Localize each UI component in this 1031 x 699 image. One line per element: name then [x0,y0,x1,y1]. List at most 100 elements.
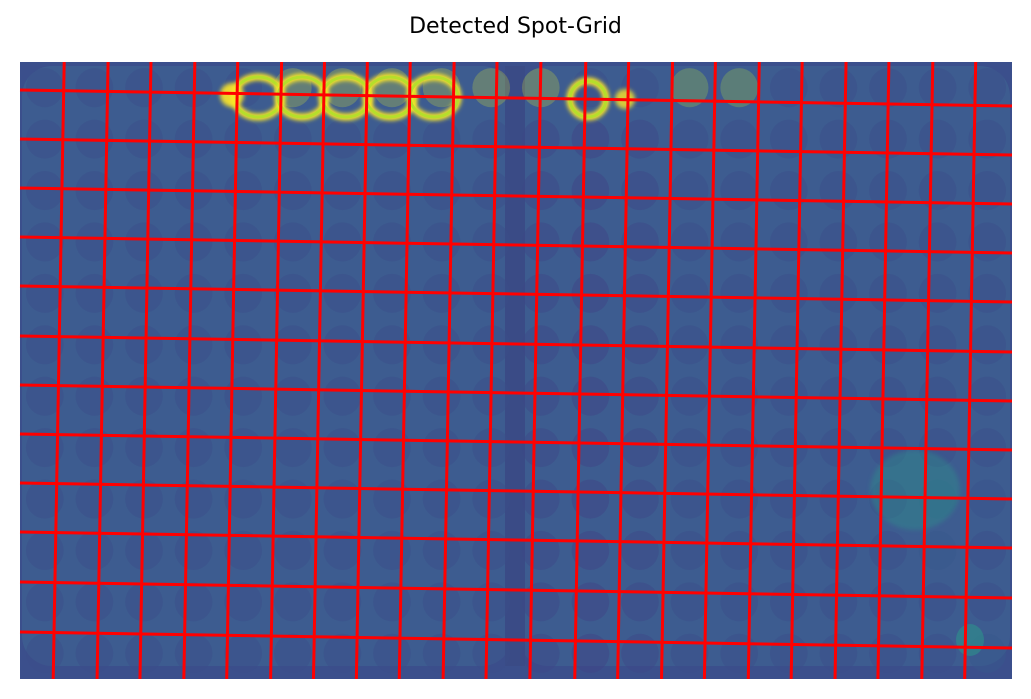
well-spot [720,428,759,468]
well-spot [174,582,213,622]
well-spot [273,171,312,211]
well-spot [422,633,461,673]
well-spot [869,273,907,313]
well-spot [422,171,461,211]
well-spot [521,222,560,262]
faint-patch [870,450,960,530]
well-spot [819,171,858,211]
well-spot [621,273,659,313]
well-spot [521,171,560,211]
grid-vertical-line [441,61,456,680]
plate-gap [505,66,525,666]
well-spot [422,530,461,570]
well-spot [869,376,907,416]
well-spot [720,582,759,622]
well-spot [819,325,858,365]
well-spot [472,479,511,519]
well-spot [273,633,312,673]
well-spot [869,325,907,365]
well-spot [720,479,759,519]
well-spot [918,582,957,622]
well-spot [720,222,759,262]
well-spot [769,633,808,673]
well-spot [670,582,709,622]
well-spot [224,273,263,313]
well-spot [323,530,362,570]
well-spot [918,273,957,313]
well-spot [918,376,957,416]
well-spot [521,376,560,416]
well-spot [323,119,362,159]
well-spot [621,582,659,622]
well-spot [819,222,858,262]
well-spot [273,325,312,365]
well-spot [968,582,1007,622]
well-spot [869,222,907,262]
well-spot [472,171,511,211]
well-spot [670,119,709,159]
well-spot [125,325,163,365]
well-spot [25,633,64,673]
well-spot [75,428,114,468]
grid-vertical-line [616,61,631,680]
grid-horizontal-line [19,481,1013,501]
well-spot [323,325,362,365]
well-spot [125,68,163,108]
well-spot [422,582,461,622]
well-spot [670,428,709,468]
grid-vertical-line [963,61,978,680]
well-spot [571,428,610,468]
well-spot [472,530,511,570]
well-spot [273,530,312,570]
well-spot [75,530,114,570]
grid-vertical-line [354,61,369,680]
well-spot [769,222,808,262]
well-spot [720,325,759,365]
well-spot [621,171,659,211]
well-spot [373,119,411,159]
well-spot [373,325,411,365]
well-spot [769,119,808,159]
well-spot [273,582,312,622]
well-spot [373,479,411,519]
well-spot [819,273,858,313]
well-spot [224,530,263,570]
grid-vertical-line [528,61,543,680]
well-spot [571,376,610,416]
grid-vertical-line [789,61,804,680]
well-spot [422,376,461,416]
well-spot [174,273,213,313]
well-spot [720,530,759,570]
well-spot [819,633,858,673]
well-spot [75,222,114,262]
spot-grid-overlay [19,61,1013,680]
well-spot [819,376,858,416]
well-spot [25,479,64,519]
well-spot [720,633,759,673]
well-spot [670,68,709,108]
well-spot [422,222,461,262]
well-spot [968,530,1007,570]
grid-horizontal-line [19,284,1013,304]
well-spot [422,479,461,519]
grid-horizontal-line [19,235,1013,255]
well-spot [224,119,263,159]
well-spot [174,428,213,468]
well-spot [670,530,709,570]
well-spot [174,325,213,365]
well-spot [720,119,759,159]
faint-patch [956,624,984,656]
well-spot [273,479,312,519]
well-spot [769,325,808,365]
well-spot [25,222,64,262]
well-spot [224,633,263,673]
well-spot [224,325,263,365]
well-spot [571,273,610,313]
well-spot [323,376,362,416]
well-spot [472,633,511,673]
grid-horizontal-line [19,186,1013,206]
well-spot [521,479,560,519]
grid-vertical-line [573,61,588,680]
well-spot [323,479,362,519]
